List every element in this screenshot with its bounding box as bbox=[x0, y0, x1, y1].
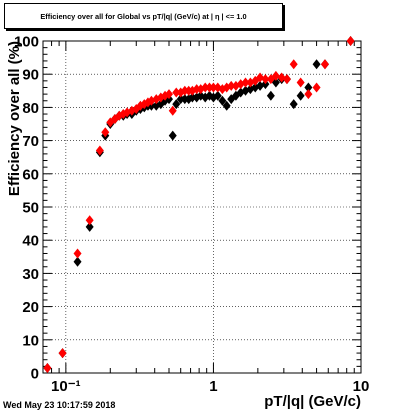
y-axis-title: Efficiency over all (%) bbox=[6, 41, 23, 196]
timestamp: Wed May 23 10:17:59 2018 bbox=[3, 400, 116, 410]
x-tick-label: 1 bbox=[209, 378, 217, 395]
data-point bbox=[192, 84, 201, 95]
y-tick-label: 90 bbox=[22, 67, 39, 84]
data-point bbox=[123, 107, 132, 118]
data-point bbox=[312, 59, 321, 70]
data-point bbox=[188, 92, 197, 103]
data-point bbox=[172, 87, 181, 98]
y-tick-label: 100 bbox=[14, 34, 39, 51]
x-tick-label: 10 bbox=[353, 378, 370, 395]
data-point bbox=[256, 72, 265, 83]
data-point bbox=[85, 221, 94, 232]
data-point bbox=[168, 130, 177, 141]
data-point bbox=[320, 59, 329, 70]
y-tick-label: 0 bbox=[31, 366, 39, 383]
data-point bbox=[58, 348, 67, 359]
data-point bbox=[304, 89, 313, 100]
y-tick-label: 40 bbox=[22, 233, 39, 250]
grid bbox=[43, 41, 361, 373]
y-tick-label: 80 bbox=[22, 100, 39, 117]
data-point bbox=[85, 215, 94, 226]
y-tick-label: 70 bbox=[22, 133, 39, 150]
data-point bbox=[271, 70, 280, 81]
data-point bbox=[241, 77, 250, 88]
data-point bbox=[218, 95, 227, 106]
data-point bbox=[304, 82, 313, 93]
data-point bbox=[266, 90, 275, 101]
data-point bbox=[296, 90, 305, 101]
data-point bbox=[176, 94, 185, 105]
y-tick-label: 50 bbox=[22, 200, 39, 217]
y-tick-label: 10 bbox=[22, 332, 39, 349]
data-point bbox=[289, 99, 298, 110]
data-point bbox=[256, 80, 265, 91]
data-point bbox=[95, 145, 104, 156]
data-point bbox=[73, 256, 82, 267]
chart-title-box: Efficiency over all for Global vs pT/|q|… bbox=[4, 3, 283, 29]
data-point bbox=[346, 36, 355, 46]
data-point bbox=[101, 127, 110, 138]
data-point bbox=[227, 80, 236, 91]
y-tick-label: 20 bbox=[22, 299, 39, 316]
data-point bbox=[43, 363, 52, 374]
data-point bbox=[213, 90, 222, 101]
x-tick-label: 10⁻¹ bbox=[51, 378, 81, 395]
data-point bbox=[261, 74, 270, 85]
x-axis-title: pT/|q| (GeV/c) bbox=[264, 393, 361, 410]
data-point bbox=[73, 248, 82, 259]
y-tick-label: 30 bbox=[22, 266, 39, 283]
chart-title: Efficiency over all for Global vs pT/|q|… bbox=[40, 11, 247, 21]
data-point bbox=[172, 99, 181, 110]
axis-ticks bbox=[42, 40, 362, 374]
series-2 bbox=[43, 36, 355, 374]
data-point bbox=[209, 82, 218, 93]
data-point bbox=[168, 105, 177, 116]
data-point bbox=[312, 82, 321, 93]
data-point bbox=[165, 89, 174, 100]
data-point bbox=[296, 77, 305, 88]
data-point bbox=[282, 74, 291, 85]
data-point bbox=[289, 59, 298, 70]
y-tick-label: 60 bbox=[22, 166, 39, 183]
data-point bbox=[201, 82, 210, 93]
data-point bbox=[222, 100, 231, 111]
plot-frame bbox=[42, 40, 362, 374]
